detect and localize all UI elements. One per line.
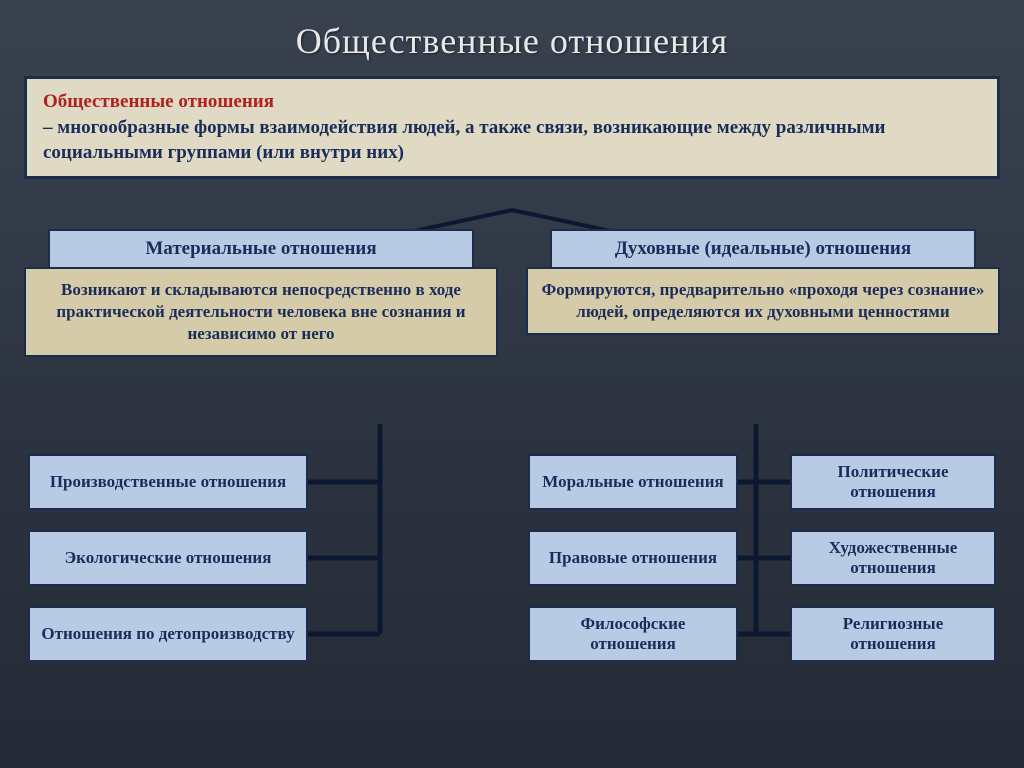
- definition-term: Общественные отношения: [43, 91, 274, 112]
- right-sub-item: Правовые отношения: [528, 530, 738, 586]
- branch-right-desc: Формируются, предварительно «проходя чер…: [526, 267, 1000, 335]
- definition-box: Общественные отношения – многообразные ф…: [24, 76, 1000, 179]
- branch-right-header: Духовные (идеальные) отношения: [550, 229, 977, 269]
- branch-left-desc: Возникают и складываются непосредственно…: [24, 267, 498, 357]
- page-title: Общественные отношения: [0, 0, 1024, 76]
- branch-left: Материальные отношения Возникают и склад…: [24, 229, 498, 357]
- left-sub-item: Экологические отношения: [28, 530, 308, 586]
- branch-right: Духовные (идеальные) отношения Формируют…: [526, 229, 1000, 357]
- definition-text: – многообразные формы взаимодействия люд…: [43, 117, 885, 164]
- left-sub-item: Производственные отношения: [28, 454, 308, 510]
- right-sub-item: Религиозные отношения: [790, 606, 996, 662]
- branches: Материальные отношения Возникают и склад…: [0, 179, 1024, 357]
- right-sub-item: Моральные отношения: [528, 454, 738, 510]
- right-sub-item: Политические отношения: [790, 454, 996, 510]
- right-sub-item: Философские отношения: [528, 606, 738, 662]
- right-sub-item: Художественные отношения: [790, 530, 996, 586]
- left-sub-item: Отношения по детопроизводству: [28, 606, 308, 662]
- branch-left-header: Материальные отношения: [48, 229, 475, 269]
